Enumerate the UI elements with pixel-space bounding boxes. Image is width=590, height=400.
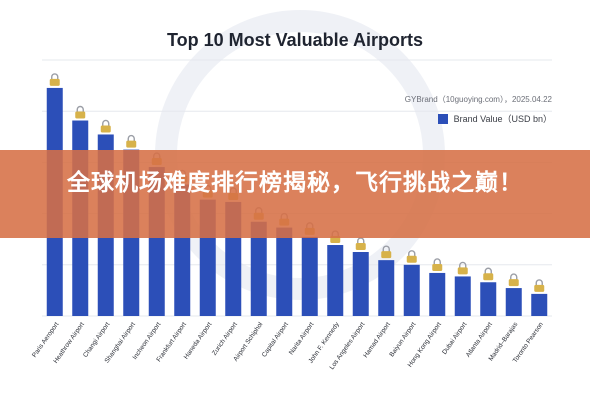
lock-icon: [381, 245, 392, 259]
lock-icon: [75, 105, 86, 119]
lock-icon: [432, 258, 443, 271]
lock-icon: [126, 134, 137, 148]
bar-10: [276, 227, 293, 316]
bar-13: [352, 252, 369, 316]
chart-legend: Brand Value（USD bn）: [437, 112, 552, 125]
bar-18: [480, 282, 497, 316]
lock-icon: [355, 237, 366, 250]
bar-12: [327, 245, 344, 316]
lock-icon: [534, 279, 545, 292]
x-tick-label: Capital Airport: [261, 321, 290, 359]
legend-label: Brand Value（USD bn）: [453, 114, 552, 124]
lock-icon: [508, 273, 519, 287]
x-tick-label: Baiyun Airport: [388, 321, 417, 358]
x-tick-label: Paris Aeroport: [31, 321, 60, 359]
bar-11: [301, 236, 318, 316]
legend-swatch: [437, 113, 448, 124]
x-tick-label: Narita Airport: [288, 321, 316, 356]
bar-17: [454, 276, 471, 316]
bar-16: [429, 272, 446, 316]
x-tick-label: Dubai Airport: [441, 321, 468, 356]
banner-text: 全球机场难度排行榜揭秘，飞行挑战之巅！: [67, 169, 523, 195]
bar-20: [531, 293, 548, 316]
promo-banner: 全球机场难度排行榜揭秘，飞行挑战之巅！: [0, 150, 590, 238]
bar-19: [505, 288, 522, 316]
x-tick-label: Hamad Airport: [362, 321, 392, 359]
x-tick-label: Zurich Airport: [211, 321, 239, 357]
lock-icon: [457, 261, 468, 275]
bar-9: [250, 221, 267, 316]
chart-source: GYBrand（10guoying.com），2025.04.22: [404, 95, 552, 104]
bar-14: [378, 260, 395, 316]
x-tick-label: Changi Airport: [82, 321, 111, 359]
lock-icon: [100, 119, 111, 133]
lock-icon: [483, 267, 494, 281]
lock-icon: [406, 250, 417, 263]
lock-icon: [49, 73, 60, 86]
chart-title: Top 10 Most Valuable Airports: [166, 30, 424, 50]
x-tick-label: Atlanta Airport: [465, 321, 494, 359]
x-tick-label: Haneda Airport: [183, 321, 214, 361]
bar-15: [403, 264, 420, 316]
